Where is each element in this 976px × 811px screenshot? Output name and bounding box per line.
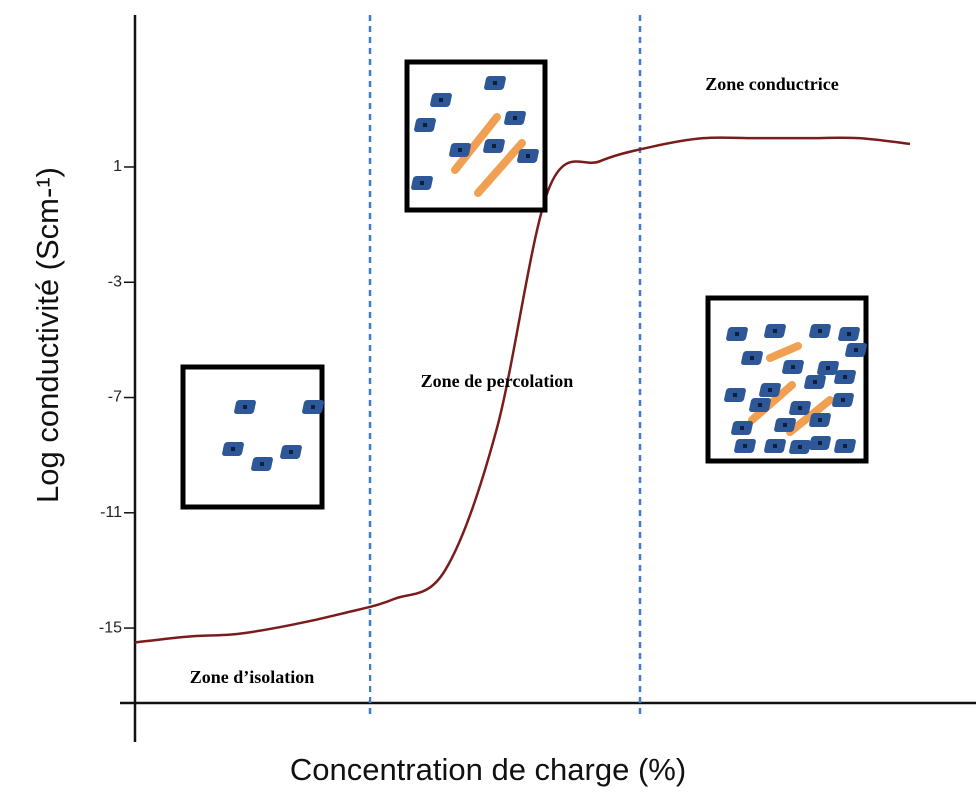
- inset-percolation: [404, 59, 548, 213]
- label-background: [137, 650, 369, 700]
- y-tick-label: -11: [100, 504, 122, 521]
- inset-conductive: [705, 295, 869, 464]
- y-axis-label: Log conductivité (Scm-¹): [30, 167, 65, 503]
- y-tick-label: -3: [108, 273, 122, 290]
- zone-label: Zone de percolation: [421, 371, 574, 391]
- zone-label: Zone conductrice: [705, 74, 838, 94]
- y-tick-label: 1: [113, 158, 122, 175]
- curve: [134, 136, 911, 644]
- zone-label: Zone d’isolation: [190, 667, 315, 687]
- y-tick-label: -7: [108, 389, 122, 406]
- inset-isolation: [180, 364, 325, 510]
- y-tick-label: -15: [99, 619, 122, 636]
- x-axis-label: Concentration de charge (%): [290, 752, 686, 787]
